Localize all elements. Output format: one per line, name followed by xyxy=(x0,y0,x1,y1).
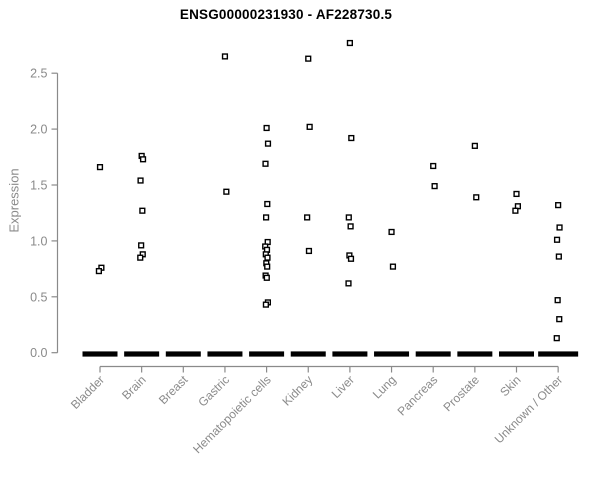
data-point xyxy=(264,254,271,261)
data-point xyxy=(556,316,563,323)
data-point xyxy=(430,162,437,170)
zero-expression-dash xyxy=(207,351,243,357)
x-tick-label: Gastric xyxy=(195,373,232,410)
data-point xyxy=(264,200,271,208)
category-group xyxy=(415,162,451,357)
data-point xyxy=(139,207,146,214)
category-group xyxy=(538,202,579,357)
data-point xyxy=(137,177,144,184)
y-tick-label: 2.5 xyxy=(30,67,47,81)
data-point xyxy=(389,263,397,270)
chart-title: ENSG00000231930 - AF228730.5 xyxy=(179,7,393,22)
data-point xyxy=(262,160,269,167)
data-point xyxy=(138,242,145,249)
data-point xyxy=(263,124,270,132)
zero-expression-dash xyxy=(290,351,326,357)
category-group xyxy=(290,55,326,357)
data-point xyxy=(264,140,272,147)
category-group xyxy=(249,124,285,357)
data-point xyxy=(306,123,313,130)
data-point xyxy=(555,253,562,260)
data-point xyxy=(513,190,520,198)
x-tick-label: Lung xyxy=(370,373,399,402)
y-tick-label: 1.0 xyxy=(30,234,47,248)
x-tick-label: Pancreas xyxy=(395,373,441,419)
data-point xyxy=(263,214,270,221)
x-tick-label: Breast xyxy=(156,372,191,407)
data-point xyxy=(553,236,561,243)
data-point xyxy=(223,188,230,195)
data-point xyxy=(137,254,144,261)
category-group xyxy=(124,152,160,357)
data-point xyxy=(345,214,352,221)
data-point xyxy=(262,301,270,308)
data-point xyxy=(512,207,519,214)
data-point xyxy=(139,156,147,163)
category-group xyxy=(82,164,118,357)
zero-expression-dash xyxy=(415,351,451,357)
zero-expression-dash xyxy=(124,351,160,357)
data-point xyxy=(554,297,561,304)
category-group xyxy=(207,53,243,357)
zero-expression-dash xyxy=(332,351,368,357)
data-point xyxy=(388,228,395,236)
data-point xyxy=(263,274,270,281)
x-tick-label: Skin xyxy=(497,373,523,399)
category-group xyxy=(165,351,201,357)
data-point xyxy=(555,202,562,209)
data-point xyxy=(96,164,104,171)
zero-expression-dash xyxy=(374,351,410,357)
data-point xyxy=(347,223,354,230)
zero-expression-dash xyxy=(82,351,118,357)
y-tick-label: 0.0 xyxy=(30,346,47,360)
data-point xyxy=(347,255,355,262)
data-point xyxy=(305,247,313,255)
y-tick-label: 1.5 xyxy=(30,179,47,193)
data-point xyxy=(221,53,229,60)
data-point xyxy=(556,224,563,231)
data-point xyxy=(473,194,480,201)
data-point xyxy=(95,267,103,275)
data-point xyxy=(264,263,271,270)
zero-expression-dash xyxy=(457,351,493,357)
x-tick-label: Liver xyxy=(329,373,357,401)
zero-expression-dash xyxy=(165,351,201,357)
data-point xyxy=(304,214,311,221)
x-tick-label: Prostate xyxy=(440,373,482,415)
data-point xyxy=(305,55,312,62)
zero-expression-dash xyxy=(499,351,534,357)
y-tick-label: 0.5 xyxy=(30,290,47,304)
y-tick-label: 2.0 xyxy=(30,123,47,137)
category-group xyxy=(457,142,493,357)
data-point xyxy=(348,134,355,142)
zero-expression-dash xyxy=(249,351,285,357)
category-group xyxy=(332,39,368,357)
x-tick-label: Kidney xyxy=(280,373,316,409)
x-tick-label: Hematopoietic cells xyxy=(190,373,273,456)
x-tick-label: Brain xyxy=(119,373,149,403)
zero-expression-dash xyxy=(538,351,579,357)
category-group xyxy=(374,228,410,357)
x-tick-label: Bladder xyxy=(68,373,107,412)
category-group xyxy=(499,190,534,357)
data-point xyxy=(345,280,352,287)
data-point xyxy=(346,39,354,47)
data-point xyxy=(431,183,438,190)
data-point xyxy=(553,335,560,342)
data-point xyxy=(471,142,478,149)
